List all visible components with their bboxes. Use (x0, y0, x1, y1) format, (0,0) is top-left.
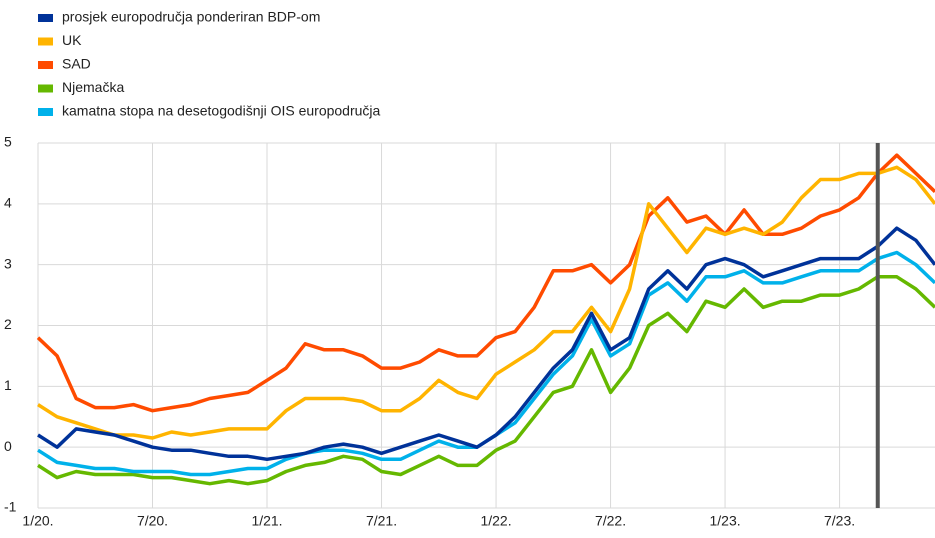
legend-swatch (38, 61, 53, 69)
x-tick-label: 1/22. (480, 513, 511, 529)
x-tick-label: 7/22. (595, 513, 626, 529)
y-tick-label: 2 (4, 316, 12, 332)
legend-swatch (38, 84, 53, 93)
y-tick-label: 0 (4, 438, 12, 454)
legend-label: SAD (62, 56, 91, 72)
x-tick-label: 7/21. (366, 513, 397, 529)
y-tick-label: 3 (4, 255, 12, 271)
y-tick-label: 4 (4, 195, 12, 211)
legend-swatch (38, 108, 53, 116)
y-tick-label: -1 (4, 499, 17, 515)
line-series (36, 153, 935, 413)
legend-label: Njemačka (62, 79, 124, 95)
x-tick-label: 7/20. (137, 513, 168, 529)
x-tick-label: 7/23. (824, 513, 855, 529)
x-tick-label: 1/23. (709, 513, 740, 529)
y-tick-label: 5 (4, 134, 12, 150)
legend-swatch (38, 37, 53, 46)
line-series (37, 275, 935, 486)
legend-label: UK (62, 32, 82, 48)
y-tick-label: 1 (4, 377, 12, 393)
legend-label: prosjek europodručja ponderiran BDP-om (62, 9, 320, 25)
line-series (37, 165, 935, 440)
x-tick-label: 1/21. (251, 513, 282, 529)
x-tick-label: 1/20. (22, 513, 53, 529)
legend-label: kamatna stopa na desetogodišnji OIS euro… (62, 103, 381, 119)
line-series (37, 226, 935, 462)
legend-swatch (38, 14, 53, 22)
